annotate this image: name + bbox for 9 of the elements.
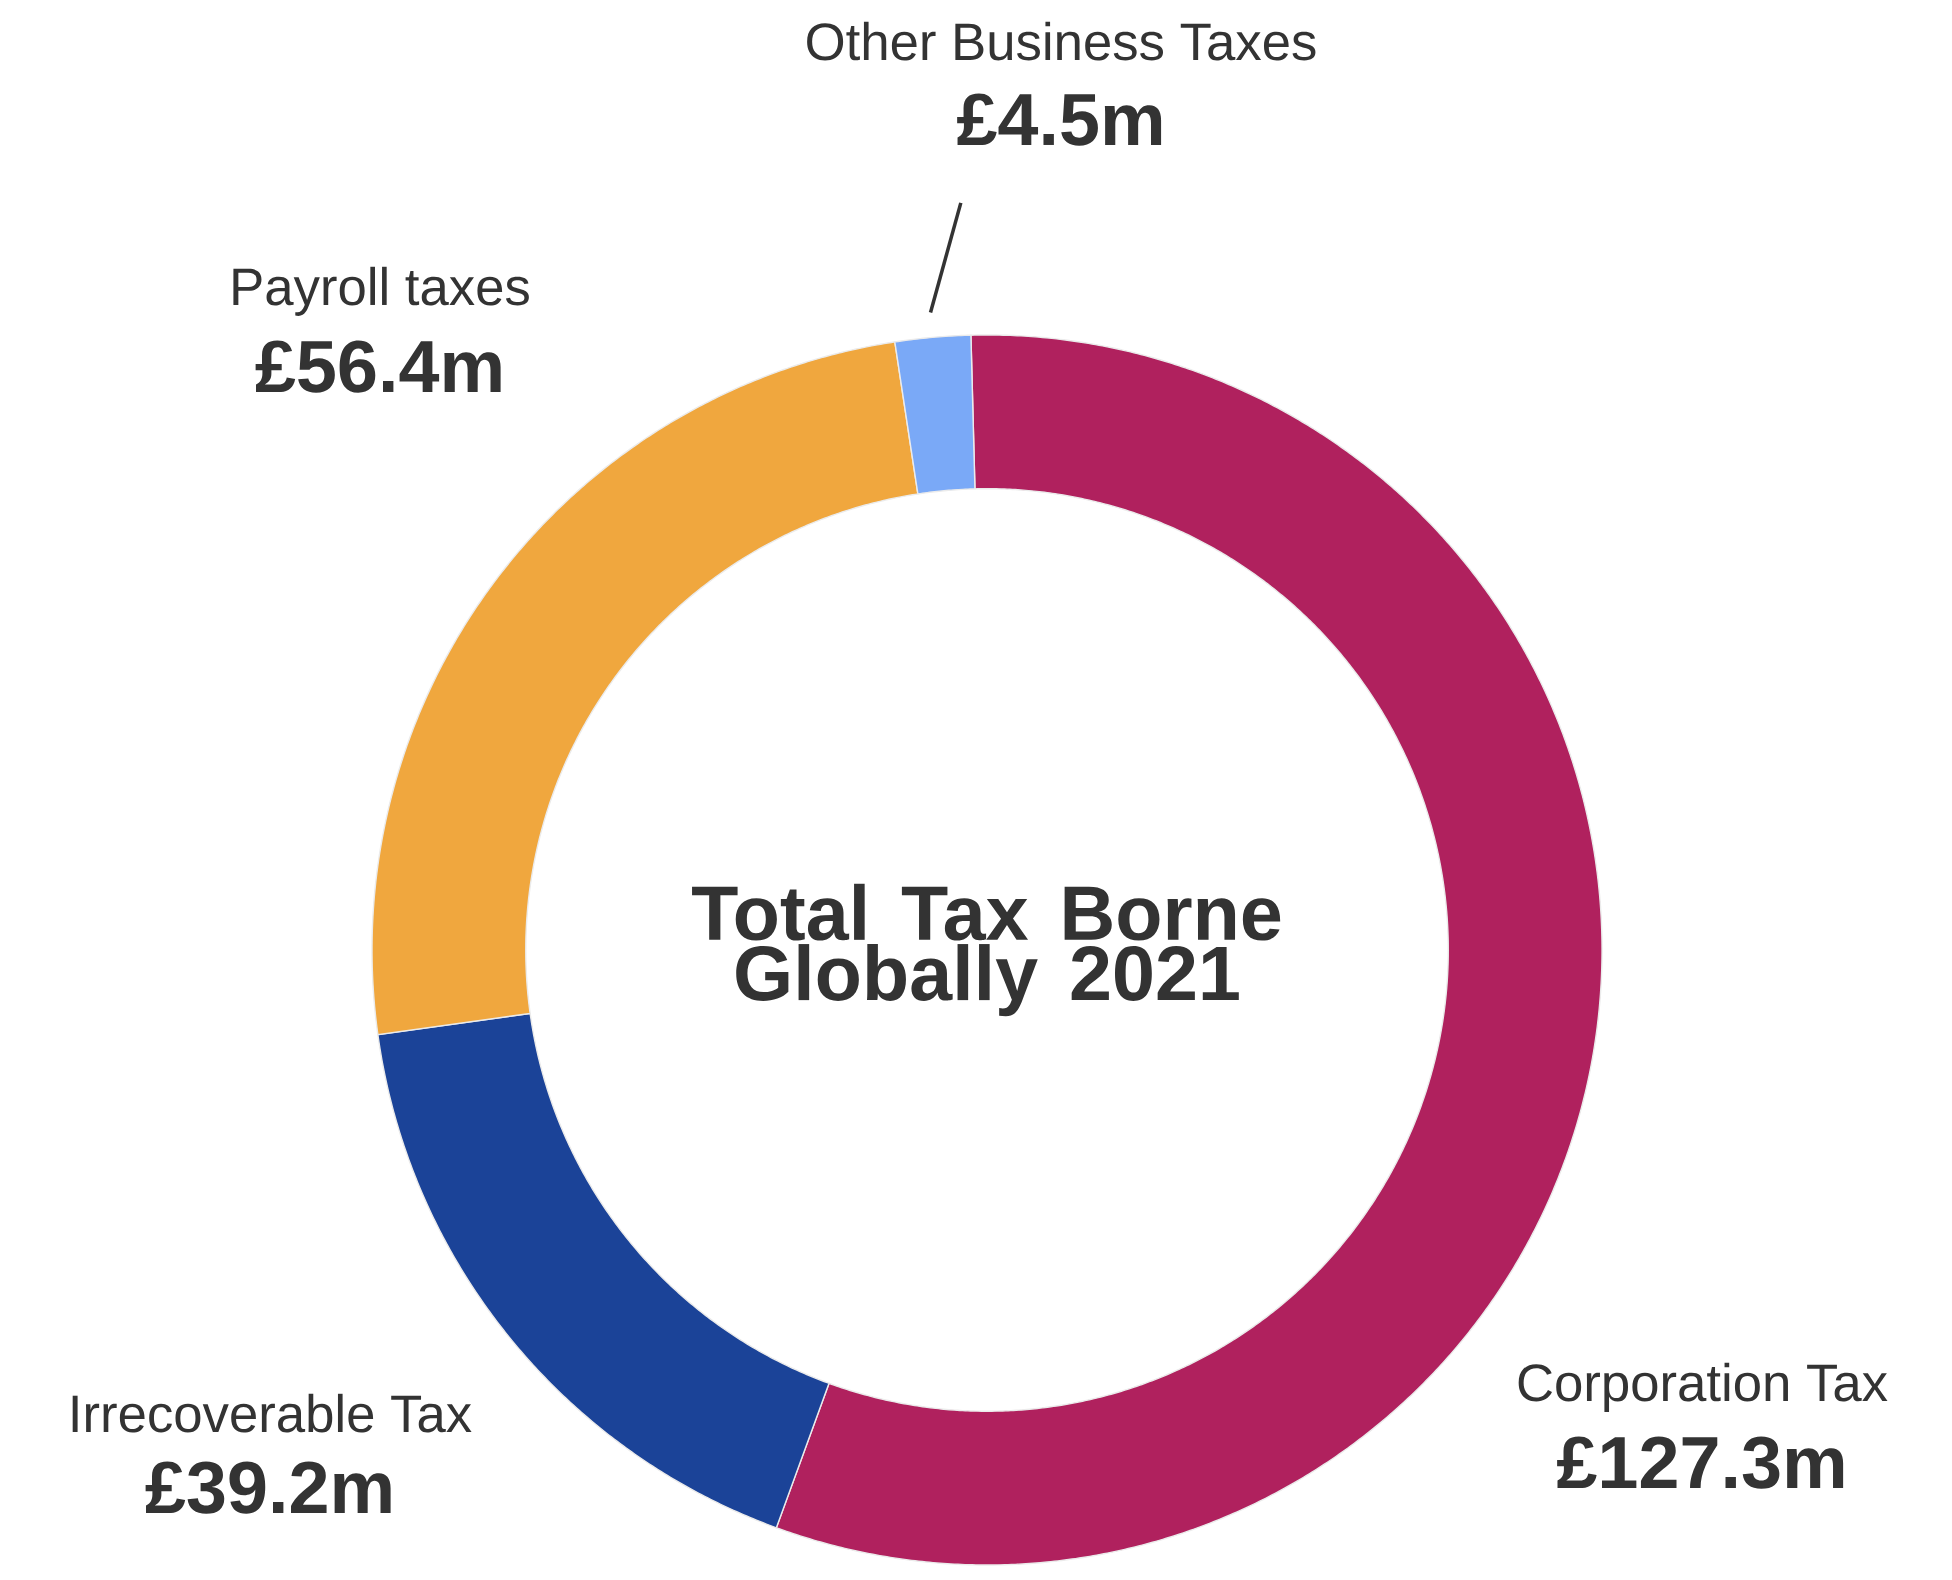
data-label: £4.5m: [957, 93, 1162, 146]
data-label: £39.2m: [145, 1461, 391, 1514]
data-label: £127.3m: [1557, 1436, 1844, 1489]
slice-label: Payroll taxes: [233, 266, 529, 316]
slice-label: Corporation Tax: [1518, 1362, 1888, 1412]
slice-label: Irrecoverable Tax: [72, 1393, 472, 1433]
slice-label: Other Business Taxes: [807, 21, 1316, 61]
text: Total Tax Borne Globally 2021: [692, 883, 1281, 1017]
data-label: £56.4m: [255, 340, 501, 393]
